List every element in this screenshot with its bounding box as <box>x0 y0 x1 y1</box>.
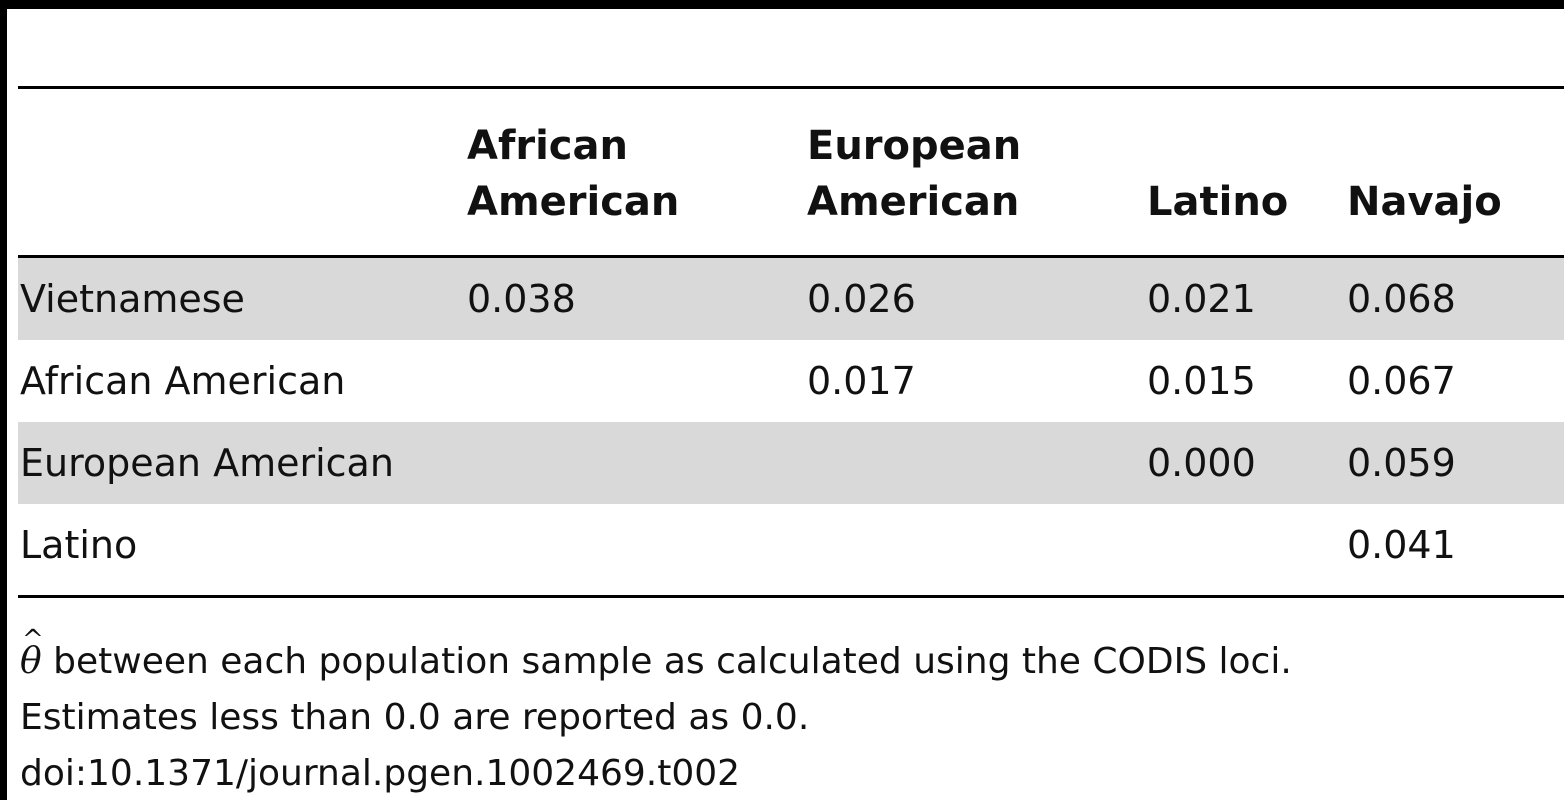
doi-text: doi:10.1371/journal.pgen.1002469.t002 <box>20 753 741 794</box>
column-header-latino: Latino <box>1147 179 1289 225</box>
table-cell: 0.021 <box>1147 277 1256 321</box>
table-top-rule <box>0 0 1564 9</box>
table-cell: 0.026 <box>807 277 916 321</box>
table-cell: 0.059 <box>1347 441 1456 485</box>
table-cell: 0.067 <box>1347 359 1456 403</box>
table-cell: 0.015 <box>1147 359 1256 403</box>
footnote-estimates-line: Estimates less than 0.0 are reported as … <box>20 697 810 738</box>
table-cell: 0.000 <box>1147 441 1256 485</box>
table-cell: 0.068 <box>1347 277 1456 321</box>
row-label: African American <box>20 359 346 403</box>
footnote-line1-text: between each population sample as calcul… <box>41 641 1292 682</box>
header-top-rule <box>18 86 1564 89</box>
column-header-navajo: Navajo <box>1347 179 1502 225</box>
row-label: Vietnamese <box>20 277 245 321</box>
table-row: Vietnamese 0.038 0.026 0.021 0.068 <box>18 258 1564 340</box>
header-bottom-rule <box>18 255 1564 258</box>
column-header-african-american: African American <box>467 123 680 225</box>
table-cell: 0.017 <box>807 359 916 403</box>
table-row: African American 0.017 0.015 0.067 <box>18 340 1564 422</box>
hat-accent: ^ <box>22 625 44 655</box>
table-bottom-rule <box>18 595 1564 598</box>
table-row: Latino 0.041 <box>18 504 1564 586</box>
left-border-rule <box>0 0 7 800</box>
row-label: European American <box>20 441 394 485</box>
table-row: European American 0.000 0.059 <box>18 422 1564 504</box>
table-cell: 0.038 <box>467 277 576 321</box>
column-header-european-american: European American <box>807 123 1022 225</box>
footnote-theta-line: ^ θ between each population sample as cal… <box>20 625 1292 690</box>
theta-letter: θ <box>20 641 42 682</box>
row-label: Latino <box>20 523 138 567</box>
table-cell: 0.041 <box>1347 523 1456 567</box>
theta-hat-symbol: ^ θ <box>20 625 44 690</box>
